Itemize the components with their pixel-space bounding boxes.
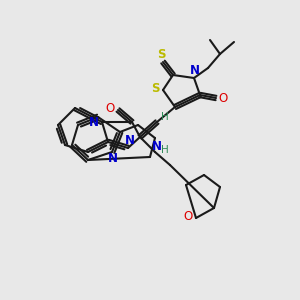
Text: N: N	[125, 134, 135, 146]
Text: O: O	[183, 211, 193, 224]
Text: S: S	[157, 49, 165, 62]
Text: N: N	[190, 64, 200, 77]
Text: N: N	[108, 152, 118, 166]
Text: H: H	[161, 112, 169, 122]
Text: S: S	[151, 82, 159, 95]
Text: O: O	[218, 92, 228, 104]
Text: H: H	[161, 145, 169, 155]
Text: O: O	[105, 101, 115, 115]
Text: N: N	[152, 140, 162, 154]
Text: N: N	[89, 116, 99, 128]
